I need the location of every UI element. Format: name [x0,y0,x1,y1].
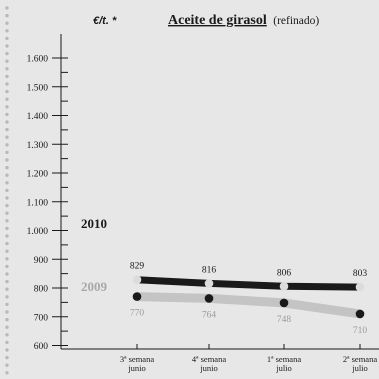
chart-title: Aceite de girasol (refinado) [168,13,319,28]
border-dot [5,340,9,345]
value-label-2009: 770 [130,309,145,319]
y-tick-label: 700 [34,313,49,323]
border-dot [5,74,9,79]
border-dot [5,302,9,307]
data-point-2009 [132,292,142,301]
data-point-2010 [204,279,214,288]
value-label-2009: 764 [202,310,217,320]
border-dot [5,51,9,56]
border-dot [5,21,9,25]
left-dotted-border [5,6,9,375]
data-point-2010 [279,282,289,291]
value-label-2009: 748 [277,315,292,325]
border-dot [5,82,9,86]
y-tick-label: 1.500 [27,83,49,93]
border-dot [5,249,9,253]
border-dot [5,173,9,177]
y-tick-label: 1.200 [27,170,49,180]
series-lines [136,276,361,319]
y-tick-label: 1.600 [27,55,49,65]
border-dot [5,264,9,269]
border-dot [5,150,9,155]
border-dot [5,371,9,375]
border-dot [5,13,9,18]
legend-2009: 2009 [81,279,108,294]
border-dot [5,120,9,124]
data-point-2009 [279,298,289,308]
chart-title-sub: (refinado) [273,15,319,27]
border-dot [5,67,9,71]
border-dot [5,6,9,10]
border-dot [5,165,9,170]
border-dot [5,143,9,147]
y-tick-label: 800 [34,285,49,295]
border-dot [5,211,9,215]
y-tick-label: 600 [34,342,49,352]
value-label-2010: 829 [130,262,145,272]
legend-2010: 2010 [81,216,107,231]
chart-title-main: Aceite de girasol [168,13,267,28]
data-point-2009 [355,309,365,319]
border-dot [5,295,9,299]
border-dot [5,89,9,94]
value-label-2010: 816 [202,265,217,275]
border-dot [5,219,9,223]
border-dot [5,44,9,48]
y-tick-label: 900 [34,256,49,266]
border-dot [5,36,9,41]
x-tick-label: 3ª semana junio [120,354,154,373]
border-dot [5,112,9,117]
border-dot [5,234,9,238]
border-dot [5,310,9,314]
border-dot [5,287,9,291]
x-tick-label: 2ª semana julio [343,354,377,373]
y-tick-label: 1.300 [27,141,49,151]
border-dot [5,127,9,132]
border-dot [5,257,9,261]
unit-label: €/t. * [93,15,117,27]
border-dot [5,181,9,185]
border-dot [5,363,9,367]
border-dot [5,135,9,139]
border-dot [5,97,9,101]
border-dot [5,196,9,200]
value-label-2010: 806 [277,268,292,278]
border-dot [5,325,9,329]
border-dot [5,272,9,276]
value-label-2010: 803 [353,269,368,279]
border-dot [5,333,9,337]
series-markers [132,275,365,319]
border-dot [5,59,9,63]
x-tick-label: 4ª semana junio [192,354,226,373]
border-dot [5,355,9,360]
x-axis-ticks: 3ª semana junio 4ª semana junio 1ª semana jul… [120,344,377,373]
y-tick-label: 1.100 [27,198,49,208]
border-dot [5,317,9,322]
series-line-2010 [136,276,361,291]
data-point-2010 [132,275,142,285]
border-dot [5,29,9,33]
y-tick-label: 1.000 [27,227,49,237]
x-tick-label: 1ª semana julio [267,354,301,373]
border-dot [5,203,9,208]
y-axis-ticks: 1.600 1.500 1.400 1.300 1.200 1.100 1.000 900 80… [27,55,68,352]
border-dot [5,188,9,193]
border-dot [5,279,9,284]
data-point-2010 [355,282,365,292]
border-dot [5,348,9,352]
data-point-2009 [204,294,214,303]
border-dot [5,105,9,109]
border-dot [5,226,9,231]
border-dot [5,241,9,246]
value-labels: 829 816 806 803 770 764 748 710 [130,262,368,336]
series-line-2009 [136,292,361,319]
y-tick-label: 1.400 [27,112,49,122]
value-label-2009: 710 [353,326,368,336]
border-dot [5,158,9,162]
